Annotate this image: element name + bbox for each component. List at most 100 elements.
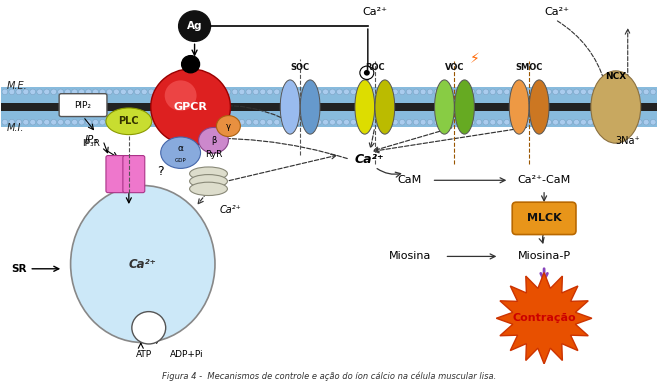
Circle shape	[462, 89, 468, 94]
FancyBboxPatch shape	[123, 155, 145, 193]
Ellipse shape	[216, 115, 240, 136]
Circle shape	[176, 89, 182, 94]
Circle shape	[260, 119, 266, 125]
Circle shape	[365, 119, 370, 125]
Circle shape	[128, 119, 134, 125]
Circle shape	[490, 119, 495, 125]
Text: ROC: ROC	[365, 63, 385, 72]
Circle shape	[330, 119, 336, 125]
Circle shape	[148, 89, 154, 94]
Circle shape	[518, 89, 524, 94]
Circle shape	[99, 89, 105, 94]
Circle shape	[2, 119, 8, 125]
Circle shape	[483, 89, 489, 94]
Circle shape	[93, 89, 99, 94]
Circle shape	[134, 119, 140, 125]
Circle shape	[23, 119, 29, 125]
Text: M.I.: M.I.	[7, 123, 24, 133]
Circle shape	[448, 119, 454, 125]
Circle shape	[588, 89, 594, 94]
Circle shape	[371, 89, 377, 94]
Circle shape	[169, 89, 175, 94]
Circle shape	[629, 89, 635, 94]
Circle shape	[567, 119, 572, 125]
Circle shape	[99, 119, 105, 125]
Circle shape	[455, 89, 461, 94]
FancyBboxPatch shape	[59, 94, 107, 117]
Text: Miosina-P: Miosina-P	[518, 251, 570, 261]
Circle shape	[351, 89, 356, 94]
Text: ?: ?	[157, 165, 164, 178]
Circle shape	[232, 119, 238, 125]
Circle shape	[574, 119, 579, 125]
Circle shape	[497, 119, 503, 125]
Circle shape	[182, 56, 199, 73]
Circle shape	[134, 89, 140, 94]
Circle shape	[545, 119, 551, 125]
Circle shape	[309, 89, 315, 94]
Circle shape	[441, 89, 447, 94]
Circle shape	[204, 89, 210, 94]
Circle shape	[246, 119, 252, 125]
Circle shape	[267, 89, 272, 94]
Circle shape	[392, 119, 398, 125]
Circle shape	[30, 119, 36, 125]
Text: ATP: ATP	[136, 350, 152, 359]
Text: VOC: VOC	[445, 63, 464, 72]
Circle shape	[51, 119, 57, 125]
Text: PIP₂: PIP₂	[74, 101, 91, 110]
Circle shape	[316, 89, 322, 94]
Circle shape	[9, 89, 14, 94]
Circle shape	[553, 119, 559, 125]
Bar	[1, 110, 657, 127]
Circle shape	[441, 119, 447, 125]
Circle shape	[420, 89, 426, 94]
Circle shape	[86, 89, 91, 94]
Bar	[1, 87, 657, 103]
Circle shape	[386, 119, 391, 125]
Circle shape	[524, 119, 530, 125]
Circle shape	[504, 119, 510, 125]
Circle shape	[281, 89, 287, 94]
Ellipse shape	[190, 174, 228, 188]
Circle shape	[357, 119, 363, 125]
Bar	[1, 93, 657, 122]
FancyBboxPatch shape	[512, 202, 576, 235]
Circle shape	[197, 89, 203, 94]
Circle shape	[155, 119, 161, 125]
Circle shape	[490, 89, 495, 94]
Circle shape	[615, 119, 621, 125]
Text: PLC: PLC	[118, 116, 139, 126]
Circle shape	[64, 119, 70, 125]
Circle shape	[239, 119, 245, 125]
Circle shape	[267, 119, 272, 125]
Circle shape	[141, 119, 147, 125]
Circle shape	[622, 89, 628, 94]
Text: α: α	[178, 144, 184, 154]
Text: GPCR: GPCR	[174, 102, 207, 112]
Circle shape	[253, 89, 259, 94]
Ellipse shape	[434, 80, 454, 134]
Ellipse shape	[375, 80, 395, 134]
Circle shape	[30, 89, 36, 94]
Text: GDP: GDP	[175, 158, 186, 163]
Circle shape	[302, 89, 307, 94]
Circle shape	[524, 89, 530, 94]
Circle shape	[399, 89, 405, 94]
Text: β: β	[211, 136, 216, 145]
Circle shape	[211, 119, 217, 125]
Circle shape	[413, 119, 419, 125]
Ellipse shape	[190, 182, 228, 195]
Circle shape	[190, 119, 196, 125]
Circle shape	[469, 89, 475, 94]
Circle shape	[163, 119, 168, 125]
Circle shape	[120, 119, 126, 125]
Ellipse shape	[280, 80, 300, 134]
Circle shape	[644, 119, 649, 125]
Text: Ca²⁺: Ca²⁺	[129, 258, 157, 271]
Circle shape	[132, 312, 166, 344]
Text: Contração: Contração	[513, 313, 576, 323]
Circle shape	[322, 89, 328, 94]
Circle shape	[107, 119, 113, 125]
Circle shape	[636, 119, 642, 125]
